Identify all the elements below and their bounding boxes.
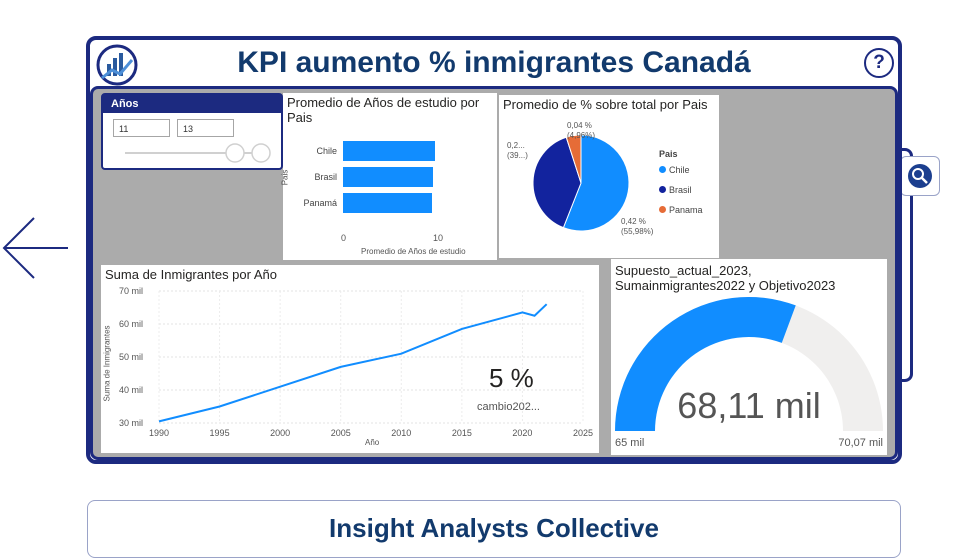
search-button[interactable] xyxy=(900,156,940,196)
pie-legend-panama: Panama xyxy=(659,205,703,215)
line-chart-card: Suma de Inmigrantes por Año Suma de Inmi… xyxy=(101,265,599,453)
line-y-tick: 30 mil xyxy=(119,418,143,428)
bar-brasil[interactable] xyxy=(343,167,433,187)
line-y-tick: 70 mil xyxy=(119,286,143,296)
bar-plot-area: Chile Brasil Panamá xyxy=(283,137,497,227)
pie-label-brasil: 0,2... (39...) xyxy=(507,141,528,161)
bar-x-tick-10: 10 xyxy=(433,233,443,243)
gauge-min-label: 65 mil xyxy=(615,437,644,449)
line-x-tick: 2020 xyxy=(512,428,532,438)
line-x-tick: 2025 xyxy=(573,428,593,438)
years-slicer: Años 11 13 xyxy=(101,93,283,170)
bar-label-panamá: Panamá xyxy=(303,198,337,208)
search-icon xyxy=(901,157,939,195)
line-chart-title: Suma de Inmigrantes por Año xyxy=(105,267,277,282)
help-button[interactable]: ? xyxy=(864,48,894,78)
line-y-tick: 60 mil xyxy=(119,319,143,329)
bar-label-chile: Chile xyxy=(316,146,337,156)
kpi-value: 5 % xyxy=(489,363,534,394)
kpi-label: cambio202... xyxy=(477,401,540,413)
gauge-value-label: 68,11 mil xyxy=(611,385,887,427)
gauge-card: Supuesto_actual_2023, Sumainmigrantes202… xyxy=(611,259,887,455)
bar-chart-title: Promedio de Años de estudio por Pais xyxy=(287,95,493,125)
legend-dot-brasil xyxy=(659,186,666,193)
slicer-title: Años xyxy=(103,95,281,113)
slicer-min-input[interactable]: 11 xyxy=(113,119,170,137)
bar-x-tick-0: 0 xyxy=(341,233,346,243)
bar-chart-card: Promedio de Años de estudio por Pais Pai… xyxy=(283,93,497,260)
slicer-max-input[interactable]: 13 xyxy=(177,119,234,137)
gauge-max-label: 70,07 mil xyxy=(838,437,883,449)
line-x-tick: 2015 xyxy=(452,428,472,438)
pie-legend-title: Pais xyxy=(659,149,678,159)
line-x-tick: 1990 xyxy=(149,428,169,438)
bar-chart-xlabel: Promedio de Años de estudio xyxy=(361,247,466,256)
pie-legend-chile: Chile xyxy=(659,165,690,175)
footer-banner: Insight Analysts Collective xyxy=(87,500,901,558)
pie-label-chile: 0,42 % (55,98%) xyxy=(621,217,653,237)
line-x-tick: 2010 xyxy=(391,428,411,438)
legend-dot-chile xyxy=(659,166,666,173)
pie-chart-card: Promedio de % sobre total por Pais 0,04 … xyxy=(499,95,719,258)
line-y-tick: 40 mil xyxy=(119,385,143,395)
footer-text: Insight Analysts Collective xyxy=(88,513,900,544)
line-x-tick: 2005 xyxy=(331,428,351,438)
line-x-tick: 2000 xyxy=(270,428,290,438)
page-title: KPI aumento % inmigrantes Canadá xyxy=(90,46,898,80)
back-arrow-icon[interactable] xyxy=(0,214,72,286)
line-chart: 30 mil 40 mil 50 mil 60 mil 70 mil 1990 1995 20… xyxy=(101,283,599,441)
bar-label-brasil: Brasil xyxy=(314,172,337,182)
pie-chart-title: Promedio de % sobre total por Pais xyxy=(503,97,708,112)
legend-dot-panama xyxy=(659,206,666,213)
slider-handle-max xyxy=(252,144,270,162)
line-y-tick: 50 mil xyxy=(119,352,143,362)
slider-handle-min xyxy=(226,144,244,162)
line-x-tick: 1995 xyxy=(210,428,230,438)
pie-legend-brasil: Brasil xyxy=(659,185,692,195)
bar-panamá[interactable] xyxy=(343,193,432,213)
report-canvas: Años 11 13 Promedio de Años de estudio p… xyxy=(90,86,898,460)
bar-chile[interactable] xyxy=(343,141,435,161)
dashboard-frame: KPI aumento % inmigrantes Canadá ? Años … xyxy=(86,36,902,464)
pie-label-panama: 0,04 % (4,96%) xyxy=(567,121,595,141)
range-slider[interactable] xyxy=(103,141,281,165)
